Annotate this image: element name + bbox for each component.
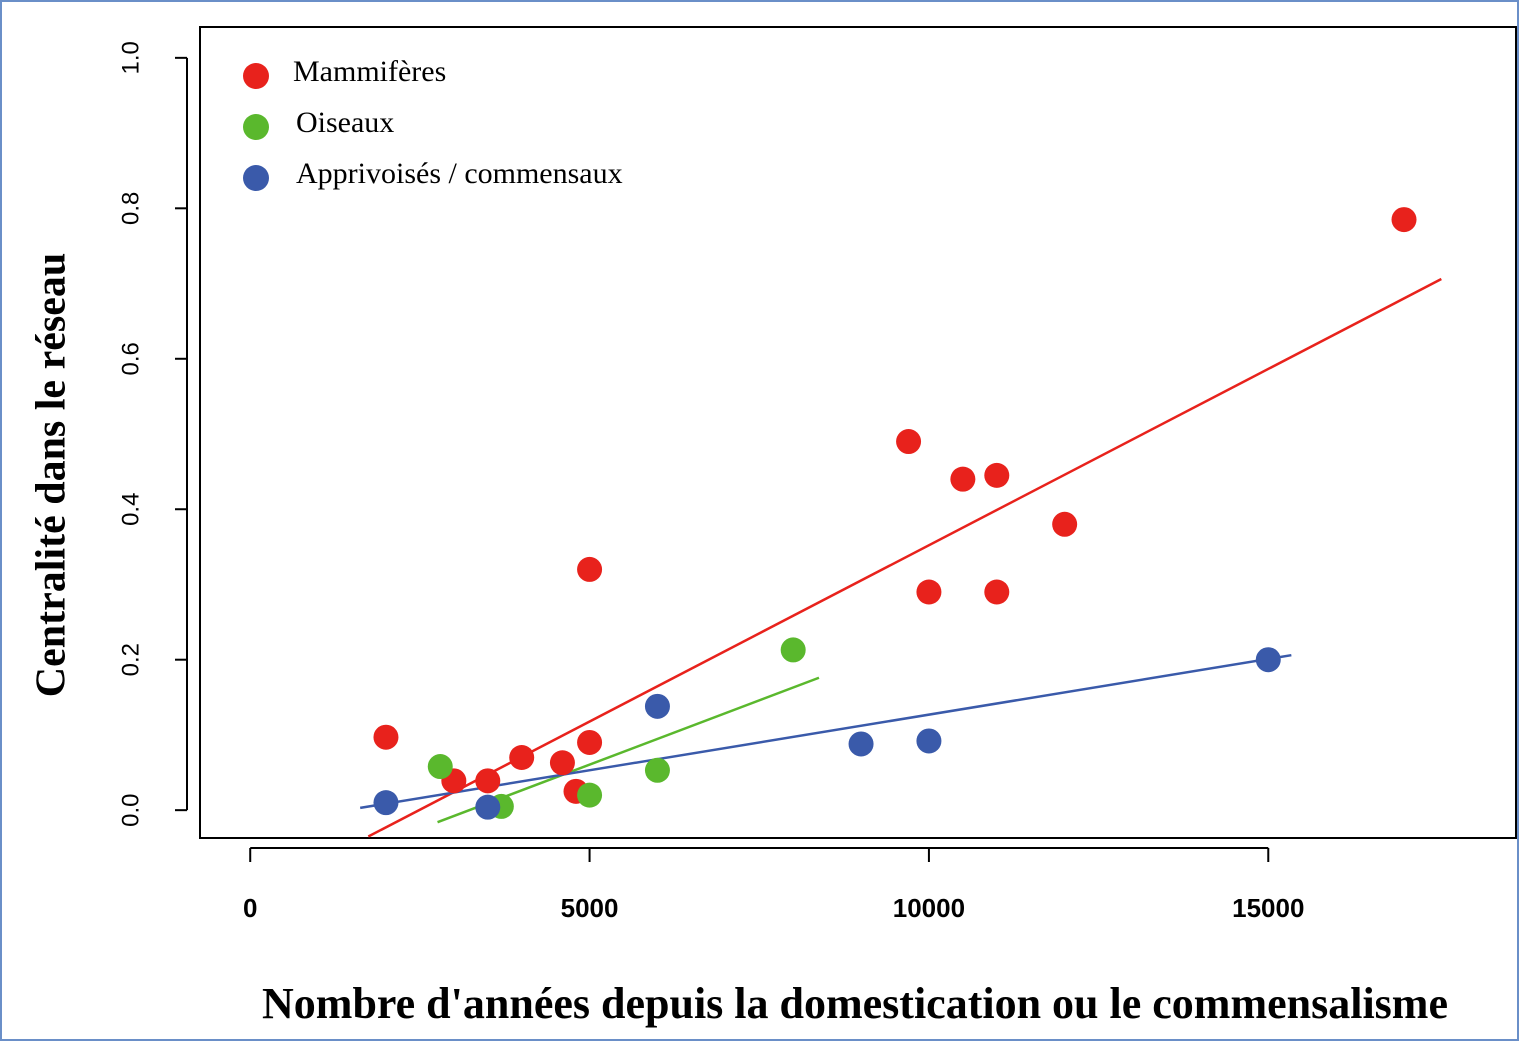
point (848, 731, 874, 757)
legend-marker (243, 114, 269, 140)
legend-label: Oiseaux (296, 106, 394, 139)
point (644, 757, 670, 783)
point (984, 462, 1010, 488)
point (549, 750, 575, 776)
y-tick-label: 0.0 (117, 793, 144, 826)
y-tick-label: 0.8 (117, 192, 144, 225)
y-tick-label: 1.0 (117, 41, 144, 74)
point (427, 754, 453, 780)
point (373, 724, 399, 750)
legend-marker (243, 165, 269, 191)
y-tick-label: 0.6 (117, 342, 144, 375)
y-tick-label: 0.2 (117, 643, 144, 676)
point (916, 579, 942, 605)
trend-line (359, 653, 1292, 810)
point (1052, 511, 1078, 537)
point (1391, 207, 1417, 233)
legend-label: Mammifères (293, 55, 446, 88)
x-axis-title: Nombre d'années depuis la domestication … (262, 979, 1448, 1028)
point (916, 728, 942, 754)
point (780, 637, 806, 663)
point (984, 579, 1010, 605)
point (373, 790, 399, 816)
point (577, 782, 603, 808)
point (577, 556, 603, 582)
point (475, 768, 501, 794)
x-tick-label: 0 (243, 893, 257, 923)
y-tick-label: 0.4 (117, 493, 144, 526)
legend-marker (243, 63, 269, 89)
point (1255, 647, 1281, 673)
x-tick-label: 10000 (893, 893, 965, 923)
plot-area (199, 26, 1517, 839)
point (950, 466, 976, 492)
x-tick-label: 5000 (561, 893, 619, 923)
point (509, 745, 535, 771)
y-axis-title: Centralité dans le réseau (29, 253, 75, 697)
trend-line (367, 277, 1442, 838)
point (644, 693, 670, 719)
legend-label: Apprivoisés / commensaux (296, 157, 623, 190)
point (896, 429, 922, 455)
x-tick-label: 15000 (1232, 893, 1304, 923)
point (475, 794, 501, 820)
point (577, 729, 603, 755)
